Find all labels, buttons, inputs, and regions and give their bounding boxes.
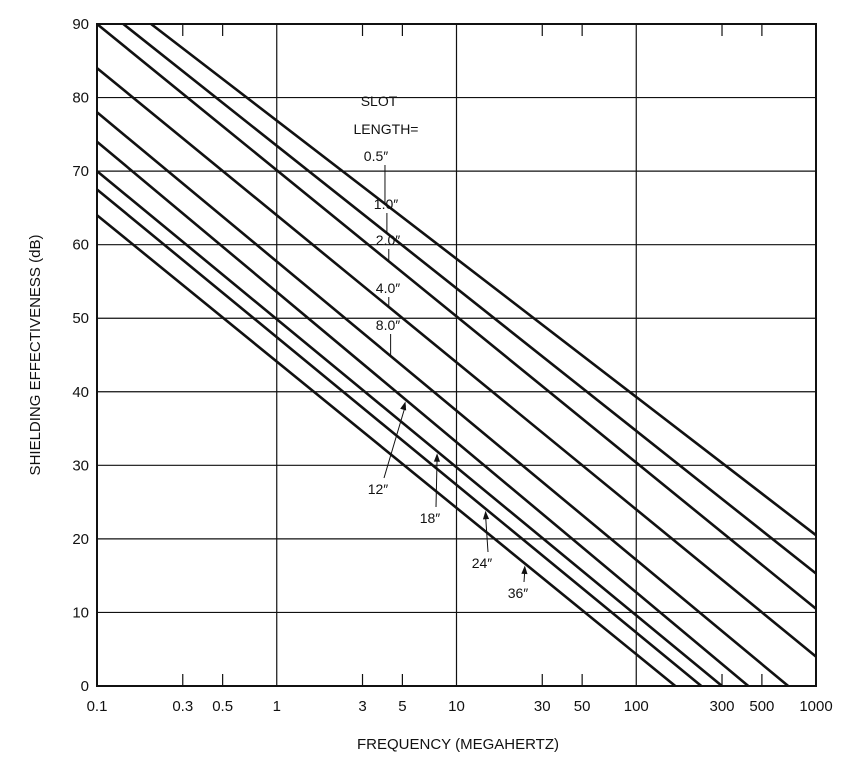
series-line	[96, 140, 750, 687]
x-tick-label: 0.5	[212, 698, 233, 715]
x-tick-label: 5	[398, 698, 406, 715]
y-tick-label: 20	[72, 531, 89, 548]
series-line	[150, 22, 817, 537]
x-tick-label: 0.3	[172, 698, 193, 715]
x-tick-label: 1000	[799, 698, 832, 715]
x-tick-label: 500	[749, 698, 774, 715]
annotation-leader	[383, 405, 406, 479]
x-tick-label: 10	[448, 698, 465, 715]
y-tick-label: 70	[72, 163, 89, 180]
y-tick-label: 10	[72, 604, 89, 621]
annotation-leader	[435, 457, 438, 508]
y-tick-label: 50	[72, 310, 89, 327]
x-tick-label: 50	[574, 698, 591, 715]
plot-frame	[96, 23, 817, 687]
arrowhead	[400, 401, 407, 411]
series-label: 36″	[508, 585, 529, 601]
tick-labels: 0.1 0.3 0.5 1 3 5 10 30 50 100 300 500 1000 0 10 20 30 40…	[72, 16, 832, 715]
annotation-leader	[485, 514, 489, 553]
y-tick-label: 90	[72, 16, 89, 33]
x-tick-label: 3	[358, 698, 366, 715]
annotations: SLOT LENGTH= 0.5″ 1.0″ 2.0″ 4.0″ 8.0″ 12″ 18″ 24″…	[354, 93, 529, 601]
series-label: 1.0″	[374, 196, 398, 212]
series-label: 18″	[420, 510, 441, 526]
y-tick-label: 40	[72, 384, 89, 401]
legend-title-line-2: LENGTH=	[354, 121, 419, 137]
x-tick-label: 0.1	[87, 698, 108, 715]
series-line	[96, 214, 677, 688]
series-label: 0.5″	[364, 148, 388, 164]
series-label: 12″	[368, 481, 389, 497]
legend-title-line-1: SLOT	[361, 93, 398, 109]
series-label: 24″	[472, 555, 493, 571]
series-label: 4.0″	[376, 280, 400, 296]
x-tick-label: 1	[273, 698, 281, 715]
series-label: 8.0″	[376, 317, 400, 333]
series-label: 2.0″	[376, 232, 400, 248]
y-tick-label: 60	[72, 237, 89, 254]
series-line	[96, 111, 790, 688]
series-line	[122, 22, 817, 575]
series-line	[96, 188, 703, 688]
arrowhead	[482, 510, 490, 520]
y-tick-label: 0	[81, 678, 89, 695]
y-tick-label: 30	[72, 457, 89, 474]
x-tick-label: 30	[534, 698, 551, 715]
series-line	[96, 170, 723, 688]
series-line	[96, 22, 817, 610]
series-lines	[96, 22, 817, 688]
y-tick-label: 80	[72, 90, 89, 107]
x-tick-label: 300	[709, 698, 734, 715]
y-axis-label: SHIELDING EFFECTIVENESS (dB)	[27, 235, 44, 476]
arrowhead	[433, 453, 441, 462]
series-line	[96, 67, 817, 658]
x-axis-label: FREQUENCY (MEGAHERTZ)	[357, 736, 559, 753]
x-tick-label: 100	[624, 698, 649, 715]
grid	[97, 24, 816, 686]
arrowhead	[521, 565, 528, 575]
